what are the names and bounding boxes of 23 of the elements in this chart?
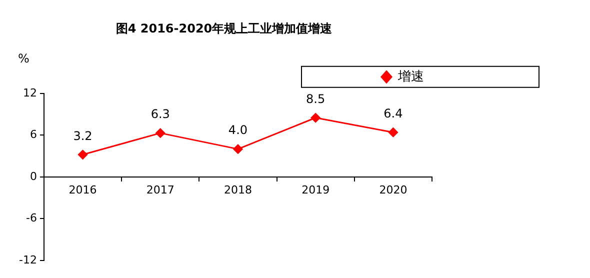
x-tick-label: 2016 xyxy=(68,183,97,196)
y-tick-label: 12 xyxy=(22,86,37,100)
x-tick-label: 2018 xyxy=(224,183,252,196)
x-tick-label: 2020 xyxy=(379,183,408,196)
y-tick-label: -6 xyxy=(26,212,37,225)
point xyxy=(388,128,398,138)
text: 8.5 xyxy=(306,92,326,106)
text: 4.0 xyxy=(228,123,248,138)
y-tick-label: -12 xyxy=(19,253,37,266)
point xyxy=(310,113,320,123)
text: 6.4 xyxy=(384,106,403,120)
text: 6.3 xyxy=(150,107,170,122)
point xyxy=(156,128,166,138)
text: 3.2 xyxy=(73,128,92,143)
x-tick-label: 2019 xyxy=(302,183,330,196)
y-axis-title: % xyxy=(18,52,30,66)
y-tick-label: 6 xyxy=(30,128,37,142)
legend-label: 增速 xyxy=(397,69,424,84)
x-tick-label: 2017 xyxy=(146,183,174,196)
point xyxy=(78,150,88,160)
chart-title: 图4 2016-2020年规上工业增加值增速 xyxy=(116,21,334,36)
y-tick-label: 0 xyxy=(30,170,37,183)
point xyxy=(233,144,243,154)
